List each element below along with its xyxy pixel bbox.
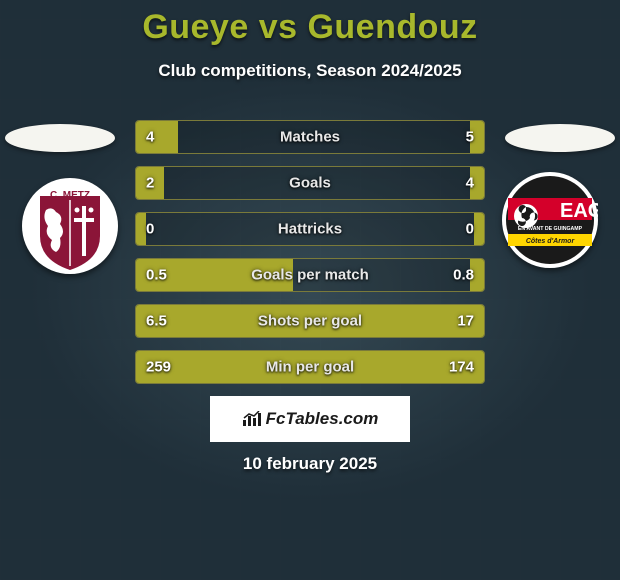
svg-text:EAG: EAG [560, 200, 598, 222]
stat-value-left: 0.5 [146, 267, 167, 284]
comparison-subtitle: Club competitions, Season 2024/2025 [0, 61, 620, 81]
player-right-marker [505, 124, 615, 152]
svg-text:C. METZ: C. METZ [50, 190, 90, 201]
svg-text:Côtes d'Armor: Côtes d'Armor [526, 238, 576, 245]
bar-right [474, 213, 484, 245]
stat-value-right: 174 [449, 359, 474, 376]
stat-row: 2 Goals 4 [135, 166, 485, 200]
stat-label: Goals per match [251, 267, 369, 284]
club-logo-left: C. METZ [22, 178, 118, 274]
svg-text:EN AVANT DE GUINGAMP: EN AVANT DE GUINGAMP [518, 226, 583, 232]
stat-row: 0.5 Goals per match 0.8 [135, 258, 485, 292]
report-date: 10 february 2025 [243, 454, 377, 474]
stat-label: Hattricks [278, 221, 342, 238]
brand-badge: FcTables.com [210, 396, 410, 442]
stat-row: 0 Hattricks 0 [135, 212, 485, 246]
stats-chart: 4 Matches 5 2 Goals 4 0 Hattricks 0 0.5 … [135, 120, 485, 396]
stat-label: Goals [289, 175, 331, 192]
comparison-title: Gueye vs Guendouz [0, 0, 620, 47]
club-logo-right: EAG EN AVANT DE GUINGAMP Côtes d'Armor [502, 172, 598, 268]
stat-value-left: 2 [146, 175, 154, 192]
stat-value-right: 5 [466, 129, 474, 146]
stat-value-left: 4 [146, 129, 154, 146]
stat-row: 259 Min per goal 174 [135, 350, 485, 384]
stat-value-left: 6.5 [146, 313, 167, 330]
stat-value-right: 4 [466, 175, 474, 192]
bar-left [136, 213, 146, 245]
brand-text: FcTables.com [266, 409, 379, 429]
stat-label: Min per goal [266, 359, 354, 376]
stat-value-right: 17 [457, 313, 474, 330]
stat-row: 4 Matches 5 [135, 120, 485, 154]
stat-row: 6.5 Shots per goal 17 [135, 304, 485, 338]
stat-value-right: 0 [466, 221, 474, 238]
stat-value-left: 0 [146, 221, 154, 238]
stat-value-left: 259 [146, 359, 171, 376]
stat-value-right: 0.8 [453, 267, 474, 284]
chart-icon [242, 411, 262, 427]
bar-left [136, 121, 178, 153]
player-left-marker [5, 124, 115, 152]
stat-label: Matches [280, 129, 340, 146]
stat-label: Shots per goal [258, 313, 362, 330]
